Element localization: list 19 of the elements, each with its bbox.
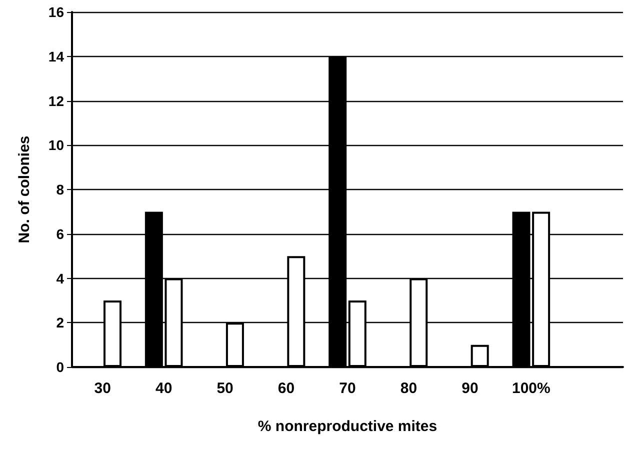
x-axis-title: % nonreproductive mites [258,418,438,435]
y-tick-label: 16 [48,4,64,20]
x-tick-label: 90 [462,380,478,397]
y-tick-label: 8 [56,182,64,198]
y-tick-label: 10 [48,137,64,154]
x-tick-label: 70 [339,380,356,397]
x-tick-label: 40 [155,380,172,397]
y-tick-label: 12 [48,92,64,109]
x-tick-label: 30 [94,380,111,397]
y-tick-label: 0 [56,359,64,375]
x-tick-label: 80 [400,380,418,397]
x-tick-label: 60 [278,380,295,397]
y-tick-label: 6 [56,226,64,242]
x-tick-label: 50 [216,380,234,397]
x-tick-label: 100% [512,380,550,397]
y-axis-title: No. of colonies [16,136,33,244]
y-tick-label: 14 [48,48,64,64]
y-tick-label: 4 [56,270,64,286]
y-tick-label: 2 [56,314,64,331]
